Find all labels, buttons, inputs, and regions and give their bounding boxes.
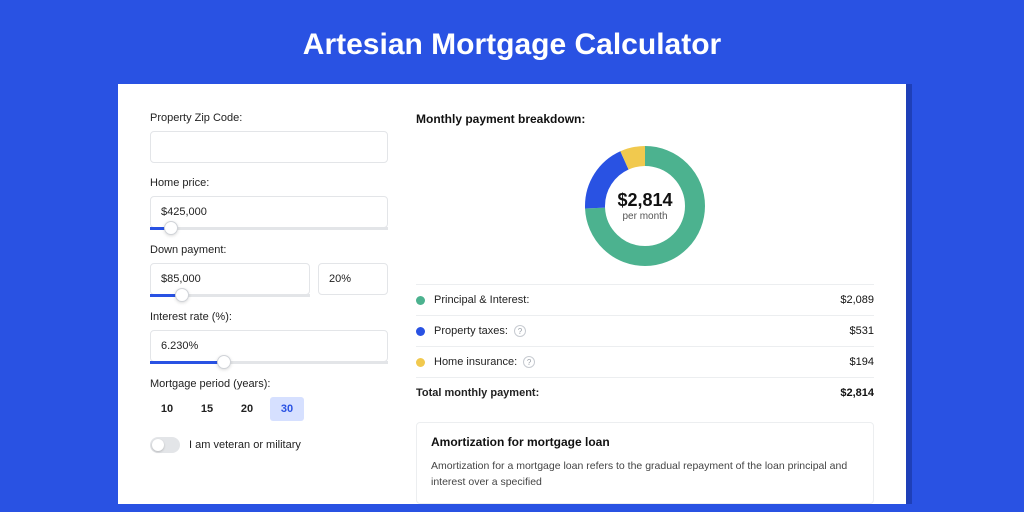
period-button-15[interactable]: 15 [190, 397, 224, 421]
home-price-label: Home price: [150, 177, 388, 189]
breakdown-item: Property taxes:? $531 [416, 315, 874, 346]
inputs-column: Property Zip Code: Home price: Down paym… [150, 112, 388, 504]
home-price-input[interactable] [150, 196, 388, 228]
period-button-30[interactable]: 30 [270, 397, 304, 421]
down-payment-input[interactable] [150, 263, 310, 295]
breakdown-item-value: $194 [850, 356, 874, 368]
down-payment-percent-input[interactable] [318, 263, 388, 295]
mortgage-period-label: Mortgage period (years): [150, 378, 388, 390]
breakdown-item-label: Principal & Interest: [434, 294, 529, 306]
breakdown-item-value: $531 [850, 325, 874, 337]
mortgage-period-group: 10152030 [150, 397, 388, 421]
breakdown-list: Principal & Interest: $2,089 Property taxe… [416, 284, 874, 377]
down-payment-label: Down payment: [150, 244, 388, 256]
interest-rate-slider[interactable] [150, 361, 388, 364]
interest-rate-input[interactable] [150, 330, 388, 362]
breakdown-item: Home insurance:? $194 [416, 346, 874, 377]
breakdown-item-value: $2,089 [840, 294, 874, 306]
veteran-toggle[interactable] [150, 437, 180, 453]
down-payment-slider[interactable] [150, 294, 310, 297]
veteran-label: I am veteran or military [189, 439, 301, 451]
legend-dot-icon [416, 296, 425, 305]
amortization-title: Amortization for mortgage loan [431, 435, 859, 449]
total-row: Total monthly payment: $2,814 [416, 377, 874, 408]
donut-amount: $2,814 [617, 190, 672, 211]
page-title: Artesian Mortgage Calculator [0, 0, 1024, 84]
help-icon[interactable]: ? [523, 356, 535, 368]
donut-chart: $2,814 per month [416, 138, 874, 284]
breakdown-item-label: Home insurance: [434, 356, 517, 368]
donut-sublabel: per month [622, 211, 667, 222]
period-button-20[interactable]: 20 [230, 397, 264, 421]
home-price-slider[interactable] [150, 227, 388, 230]
breakdown-item-label: Property taxes: [434, 325, 508, 337]
period-button-10[interactable]: 10 [150, 397, 184, 421]
legend-dot-icon [416, 358, 425, 367]
breakdown-column: Monthly payment breakdown: $2,814 per mo… [416, 112, 874, 504]
total-label: Total monthly payment: [416, 387, 539, 399]
breakdown-title: Monthly payment breakdown: [416, 112, 874, 126]
total-value: $2,814 [840, 387, 874, 399]
zip-input[interactable] [150, 131, 388, 163]
help-icon[interactable]: ? [514, 325, 526, 337]
amortization-box: Amortization for mortgage loan Amortizat… [416, 422, 874, 504]
calculator-card: Property Zip Code: Home price: Down paym… [118, 84, 906, 504]
zip-label: Property Zip Code: [150, 112, 388, 124]
amortization-text: Amortization for a mortgage loan refers … [431, 459, 859, 491]
breakdown-item: Principal & Interest: $2,089 [416, 284, 874, 315]
interest-rate-label: Interest rate (%): [150, 311, 388, 323]
legend-dot-icon [416, 327, 425, 336]
